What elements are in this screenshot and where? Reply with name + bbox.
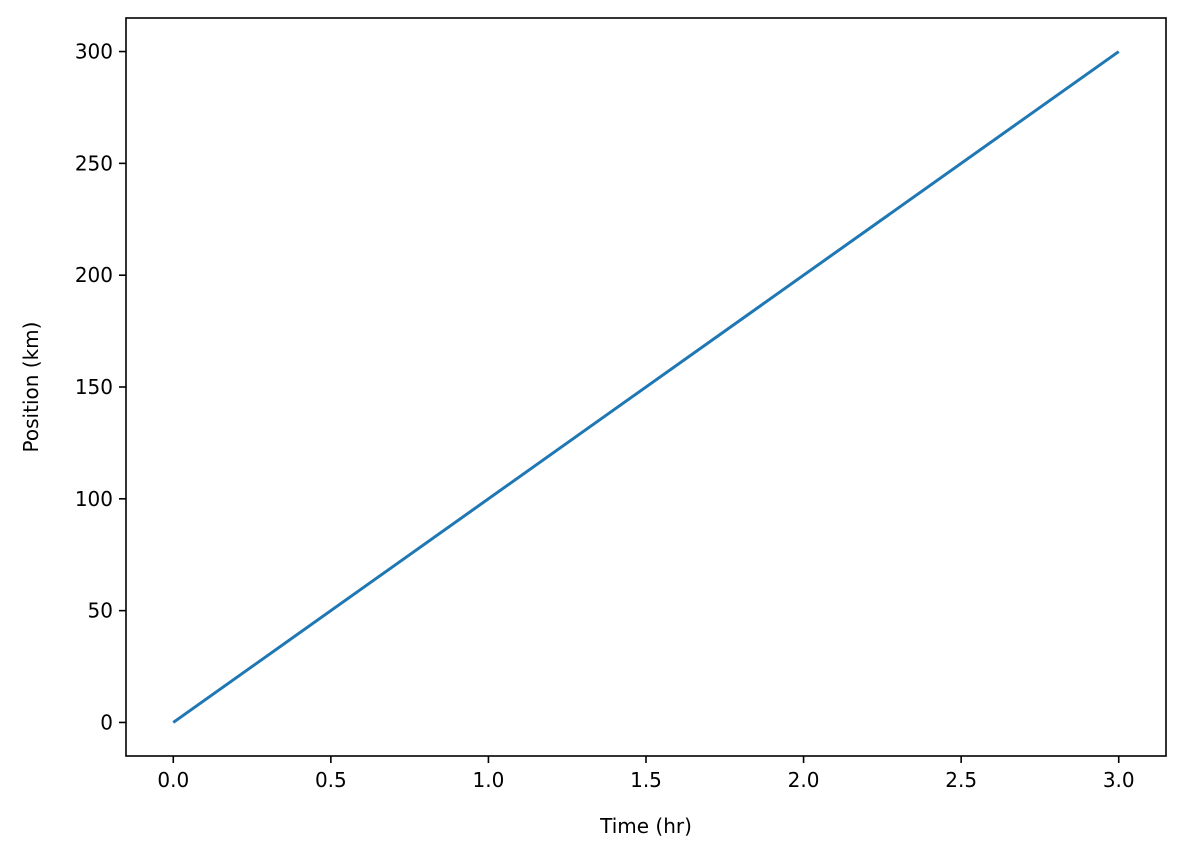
series-line-0	[172, 50, 1120, 724]
x-tick-label: 2.5	[945, 768, 977, 792]
plot-area	[172, 50, 1120, 724]
x-tick-label: 3.0	[1103, 768, 1135, 792]
y-tick-label: 200	[75, 263, 113, 287]
x-tick-label: 0.5	[315, 768, 347, 792]
y-tick-label: 50	[88, 599, 113, 623]
y-axis-ticks: 0 50 100 150 200 250 300	[75, 40, 126, 734]
y-axis-label: Position (km)	[19, 322, 43, 453]
axes-frame	[125, 17, 1167, 757]
x-tick-label: 2.0	[788, 768, 820, 792]
x-axis-ticks: 0.0 0.5 1.0 1.5 2.0 2.5 3.0	[157, 756, 1135, 792]
y-tick-label: 0	[100, 710, 113, 734]
y-tick-label: 100	[75, 487, 113, 511]
x-tick-label: 1.5	[630, 768, 662, 792]
x-tick-label: 1.0	[473, 768, 505, 792]
x-axis-label: Time (hr)	[599, 814, 692, 838]
y-tick-label: 250	[75, 151, 113, 175]
x-tick-label: 0.0	[157, 768, 189, 792]
y-tick-label: 150	[75, 375, 113, 399]
y-tick-label: 300	[75, 40, 113, 64]
